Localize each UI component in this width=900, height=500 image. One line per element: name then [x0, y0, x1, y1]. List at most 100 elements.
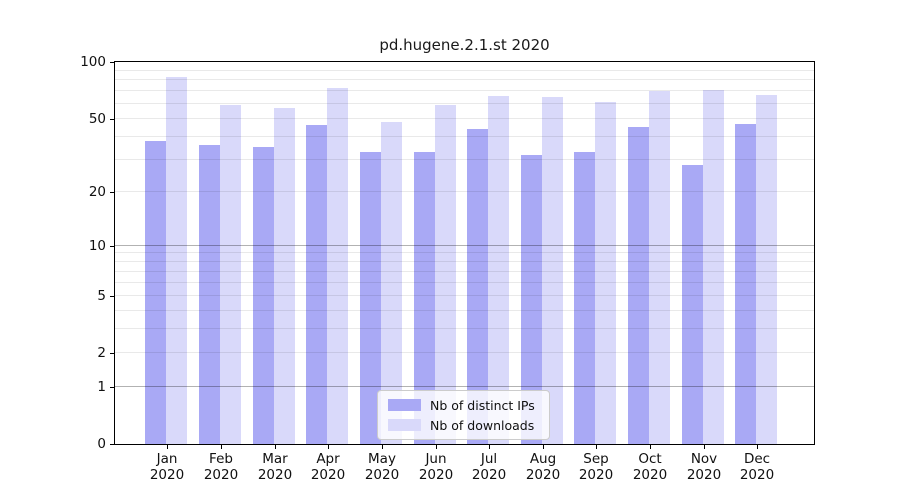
gridline-minor: [115, 191, 814, 192]
legend: Nb of distinct IPs Nb of downloads: [377, 390, 550, 440]
bar-distinct-ips-oct: [628, 127, 650, 444]
x-tick-year: 2020: [257, 467, 293, 483]
x-tick-mark: [757, 445, 758, 449]
gridline-major: [115, 385, 814, 387]
gridline-minor: [115, 102, 814, 104]
y-tick-mark: [110, 192, 114, 193]
legend-item-downloads: Nb of downloads: [388, 415, 535, 435]
bar-distinct-ips-jun: [413, 152, 435, 444]
gridline-minor: [115, 261, 814, 263]
y-tick-label: 5: [97, 288, 106, 304]
gridline-minor: [115, 90, 814, 92]
x-tick-mark: [382, 445, 383, 449]
x-tick-mark: [167, 445, 168, 449]
y-tick-label: 50: [88, 111, 106, 127]
bar-downloads-feb: [219, 105, 241, 444]
bar-downloads-jun: [434, 105, 456, 444]
x-tick-month: Feb: [209, 451, 233, 467]
y-tick-label: 1: [97, 379, 106, 395]
x-tick-mark: [221, 445, 222, 449]
x-tick-year: 2020: [418, 467, 454, 483]
bar-distinct-ips-dec: [735, 123, 757, 444]
gridline-minor: [115, 309, 814, 311]
x-tick-label-apr: Apr 2020: [296, 451, 360, 483]
bar-downloads-jan: [166, 77, 188, 444]
bar-distinct-ips-mar: [252, 147, 274, 444]
y-tick-mark: [110, 119, 114, 120]
legend-label-downloads: Nb of downloads: [430, 417, 535, 433]
y-tick-mark: [110, 444, 114, 445]
bar-downloads-mar: [273, 107, 295, 444]
gridline-minor: [115, 252, 814, 254]
x-tick-month: Aug: [529, 451, 557, 467]
x-tick-month: Apr: [316, 451, 340, 467]
legend-swatch-downloads: [388, 419, 421, 431]
gridline-minor: [115, 281, 814, 283]
x-tick-label-aug: Aug 2020: [511, 451, 575, 483]
bar-downloads-oct: [649, 91, 671, 444]
legend-label-distinct-ips: Nb of distinct IPs: [430, 397, 535, 413]
x-tick-month: Jan: [156, 451, 178, 467]
gridline-minor: [115, 117, 814, 119]
x-tick-month: Nov: [690, 451, 718, 467]
x-tick-label-jul: Jul 2020: [457, 451, 521, 483]
bar-downloads-jul: [488, 96, 510, 444]
bar-downloads-apr: [327, 87, 349, 444]
bar-distinct-ips-aug: [520, 154, 542, 444]
x-tick-year: 2020: [471, 467, 507, 483]
bar-downloads-aug: [541, 97, 563, 444]
x-tick-month: Mar: [262, 451, 288, 467]
gridline-minor: [115, 328, 814, 330]
x-tick-label-sep: Sep 2020: [564, 451, 628, 483]
y-tick-label: 10: [88, 238, 106, 254]
x-tick-mark: [328, 445, 329, 449]
y-tick-label: 100: [80, 54, 106, 70]
y-tick-label: 2: [97, 345, 106, 361]
x-tick-year: 2020: [310, 467, 346, 483]
x-tick-mark: [436, 445, 437, 449]
x-tick-label-oct: Oct 2020: [618, 451, 682, 483]
chart-title: pd.hugene.2.1.st 2020: [379, 36, 550, 54]
gridline-minor: [115, 69, 814, 71]
bar-distinct-ips-apr: [306, 125, 328, 444]
y-tick-mark: [110, 62, 114, 63]
x-tick-label-mar: Mar 2020: [243, 451, 307, 483]
legend-swatch-distinct-ips: [388, 399, 421, 411]
plot-area: Nb of distinct IPs Nb of downloads: [114, 61, 815, 445]
x-tick-mark: [543, 445, 544, 449]
x-tick-mark: [596, 445, 597, 449]
bar-distinct-ips-sep: [574, 152, 596, 444]
gridline-minor: [115, 352, 814, 354]
x-tick-month: Dec: [743, 451, 771, 467]
y-tick-mark: [110, 246, 114, 247]
x-tick-label-may: May 2020: [350, 451, 414, 483]
x-tick-mark: [275, 445, 276, 449]
x-tick-year: 2020: [525, 467, 561, 483]
x-tick-year: 2020: [632, 467, 668, 483]
x-tick-year: 2020: [149, 467, 185, 483]
x-tick-year: 2020: [364, 467, 400, 483]
bar-distinct-ips-may: [359, 152, 381, 444]
x-tick-mark: [704, 445, 705, 449]
gridline-minor: [115, 79, 814, 81]
y-tick-mark: [110, 353, 114, 354]
x-tick-year: 2020: [739, 467, 775, 483]
legend-item-distinct-ips: Nb of distinct IPs: [388, 395, 535, 415]
y-tick-label: 0: [97, 436, 106, 452]
gridline-major: [115, 244, 814, 246]
x-tick-label-jan: Jan 2020: [135, 451, 199, 483]
x-tick-month: Oct: [638, 451, 662, 467]
x-tick-month: Jun: [425, 451, 447, 467]
bar-distinct-ips-jul: [467, 128, 489, 444]
x-tick-label-jun: Jun 2020: [404, 451, 468, 483]
bar-distinct-ips-jan: [145, 140, 167, 444]
bar-downloads-sep: [595, 102, 617, 444]
x-tick-label-feb: Feb 2020: [189, 451, 253, 483]
x-tick-year: 2020: [203, 467, 239, 483]
gridline-minor: [115, 158, 814, 160]
bar-distinct-ips-feb: [198, 145, 220, 444]
x-tick-month: Sep: [583, 451, 609, 467]
gridline-major: [115, 61, 814, 62]
gridline-minor: [115, 270, 814, 272]
